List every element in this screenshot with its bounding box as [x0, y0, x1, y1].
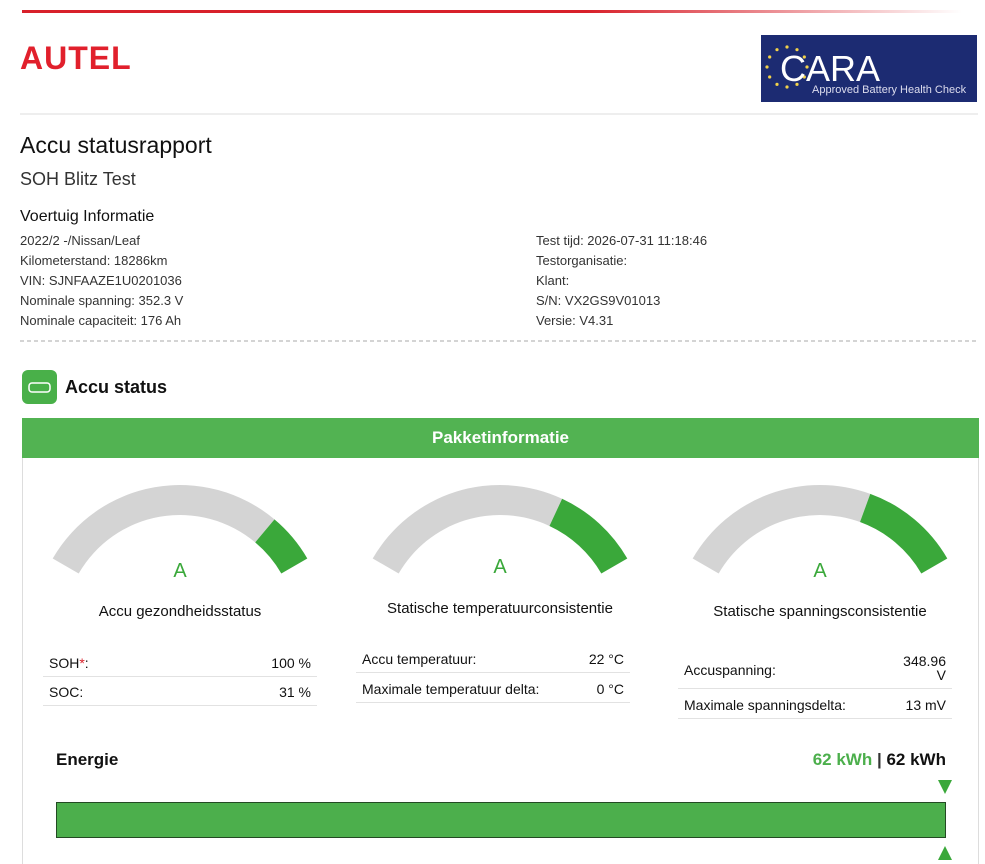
stat-label: SOC:	[49, 684, 84, 700]
info-line: Kilometerstand: 18286km	[20, 253, 168, 268]
stat-row: Maximale spanningsdelta: 13 mV	[678, 690, 952, 719]
star	[805, 65, 809, 69]
energy-pointer-bottom	[938, 846, 952, 860]
star	[802, 55, 806, 59]
energy-bar	[56, 802, 946, 838]
icon-car	[28, 382, 51, 393]
star	[775, 48, 779, 52]
gauge-grade: A	[493, 556, 507, 578]
energy-separator: |	[876, 750, 882, 769]
gauge-pointer	[917, 560, 932, 573]
stat-row: SOC: 31 %	[43, 677, 317, 706]
stat-row: SOH*: 100 %	[43, 648, 317, 677]
energy-pointer-top	[938, 780, 952, 794]
star	[785, 45, 789, 49]
badge-subtitle: Approved Battery Health Check	[812, 84, 967, 96]
stat-row: Accu temperatuur: 22 °C	[356, 644, 630, 673]
star	[765, 65, 769, 69]
stat-label-cell: SOC:	[49, 684, 83, 700]
stat-label-cell: Accuspanning:	[684, 662, 776, 678]
energy-values: 62 kWh | 62 kWh	[813, 750, 946, 770]
energy-total: 62 kWh	[886, 750, 946, 769]
energy-label: Energie	[56, 750, 119, 769]
info-line: S/N: VX2GS9V01013	[536, 293, 661, 308]
gauge-track	[692, 485, 871, 574]
badge-title: CARA	[780, 48, 881, 89]
report-title: Accu statusrapport	[20, 132, 212, 158]
stat-label: Accuspanning:	[684, 662, 776, 678]
stat-label-cell: SOH*:	[49, 655, 89, 671]
stat-value: 31 %	[279, 684, 311, 700]
stat-label-cell: Maximale spanningsdelta:	[684, 697, 846, 713]
stat-row: Accuspanning: 348.96 V	[678, 652, 952, 689]
gauge-track	[52, 485, 275, 574]
star	[785, 85, 789, 89]
star	[768, 55, 772, 59]
stat-value: 100 %	[271, 655, 311, 671]
gauge-track	[372, 485, 563, 574]
stat-row: Maximale temperatuur delta: 0 °C	[356, 674, 630, 703]
gauge-level	[255, 519, 308, 574]
stat-label-cell: Maximale temperatuur delta:	[362, 681, 539, 697]
logo: AUTEL	[20, 40, 132, 76]
badge-stars	[765, 45, 809, 89]
stat-value: 22 °C	[588, 651, 624, 667]
panel-title: Pakketinformatie	[432, 428, 569, 447]
report-subtitle: SOH Blitz Test	[20, 169, 136, 189]
info-line: Klant:	[536, 273, 570, 288]
stat-colon: :	[84, 655, 89, 671]
gauge-level	[549, 498, 628, 574]
required-mark: *	[79, 655, 85, 671]
gauge-pointer	[277, 560, 292, 573]
section-title: Accu status	[65, 377, 168, 397]
star	[802, 75, 806, 79]
star	[775, 82, 779, 86]
stat-value: 0 °C	[596, 681, 624, 697]
stat-label: Maximale spanningsdelta:	[684, 697, 846, 713]
star	[795, 48, 799, 52]
cara-badge	[761, 35, 977, 102]
gauge-grade: A	[813, 560, 827, 582]
gauge-grade: A	[173, 560, 187, 582]
info-line: Nominale spanning: 352.3 V	[20, 293, 184, 308]
stat-label-cell: Accu temperatuur:	[362, 651, 476, 667]
star	[795, 82, 799, 86]
stat-label: SOH	[49, 655, 80, 671]
stat-label: Maximale temperatuur delta:	[362, 681, 540, 697]
stat-value: 348.96 V	[903, 653, 946, 683]
gauge-level	[860, 493, 948, 574]
stat-label: Accu temperatuur:	[362, 651, 477, 667]
top-rule	[22, 10, 962, 13]
star	[768, 75, 772, 79]
gauge-label: Statische temperatuurconsistentie	[387, 600, 613, 617]
gauge-pointer	[597, 560, 612, 573]
info-line: Versie: V4.31	[536, 313, 614, 328]
info-line: Testorganisatie:	[536, 253, 628, 268]
gauge-label: Accu gezondheidsstatus	[98, 603, 262, 620]
info-line: Nominale capaciteit: 176 Ah	[20, 313, 182, 328]
gauge-label: Statische spanningsconsistentie	[713, 603, 927, 620]
energy-value: 62 kWh	[812, 750, 873, 769]
section-icon	[22, 370, 57, 404]
vehicle-heading: Voertuig Informatie	[20, 208, 155, 225]
info-line: VIN: SJNFAAZE1U0201036	[20, 273, 182, 288]
info-line: Test tijd: 2026-07-31 11:18:46	[536, 233, 708, 248]
stat-value: 13 mV	[905, 697, 946, 713]
info-line: 2022/2 -/Nissan/Leaf	[20, 233, 140, 248]
panel-header	[22, 418, 979, 458]
